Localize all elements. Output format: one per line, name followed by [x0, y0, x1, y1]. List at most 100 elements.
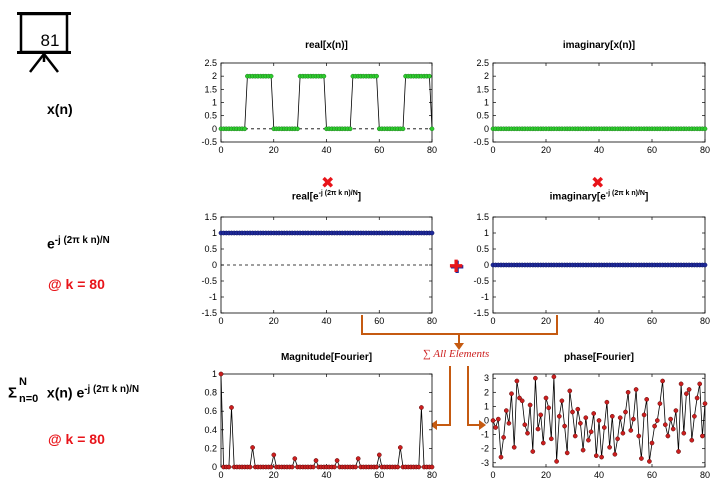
- x-tick-label: 80: [700, 316, 710, 326]
- data-point: [609, 413, 615, 419]
- data-point: [416, 464, 422, 470]
- data-point: [692, 413, 697, 419]
- y-tick-label: 2: [212, 71, 217, 81]
- x-tick-label: 40: [321, 470, 331, 480]
- data-point: [374, 464, 379, 470]
- y-tick-label: 1.5: [476, 84, 489, 94]
- data-point: [620, 430, 626, 436]
- x-tick-label: 80: [427, 145, 437, 155]
- data-point: [617, 415, 623, 421]
- data-point: [676, 449, 681, 454]
- data-point: [551, 374, 557, 380]
- x-tick-label: 80: [700, 470, 710, 480]
- data-point: [355, 456, 361, 461]
- data-point: [538, 412, 544, 418]
- data-point: [247, 464, 253, 470]
- data-point: [647, 459, 652, 464]
- axes-box: [220, 373, 433, 468]
- data-point: [347, 126, 353, 132]
- data-point: [429, 126, 435, 132]
- data-point: [218, 371, 224, 377]
- x-tick-label: 0: [490, 470, 495, 480]
- data-point: [395, 464, 401, 470]
- y-tick-label: -2: [481, 444, 489, 454]
- y-tick-label: -1.5: [201, 308, 217, 318]
- data-point: [498, 454, 504, 460]
- data-point: [633, 387, 639, 392]
- data-point: [572, 433, 578, 439]
- data-point: [588, 429, 594, 435]
- data-point: [665, 433, 671, 439]
- data-point: [501, 435, 506, 440]
- data-point: [511, 444, 517, 450]
- title-imag-kernel: imaginary[e-j (2π k n)/N]: [493, 190, 705, 202]
- data-point: [615, 436, 620, 442]
- data-point: [546, 405, 552, 411]
- data-point: [591, 411, 597, 416]
- data-point: [535, 426, 541, 432]
- x-tick-label: 60: [647, 470, 657, 480]
- multiply-icon-right: ✖: [591, 175, 605, 192]
- y-tick-label: 1: [212, 228, 217, 238]
- data-point: [684, 391, 689, 397]
- data-point: [678, 381, 684, 387]
- data-point: [271, 452, 277, 458]
- x-tick-label: 20: [269, 316, 279, 326]
- slide-number-badge: 81: [14, 10, 71, 73]
- data-point: [332, 464, 337, 470]
- data-point: [652, 423, 657, 429]
- plot-magnitude: 0 0.2 0.4 0.6 0.8 1 0 20 40 60 80: [204, 369, 437, 480]
- title-real-kernel-suffix: ]: [357, 191, 362, 203]
- data-point: [662, 422, 668, 428]
- y-tick-label: 1: [484, 228, 489, 238]
- data-point: [517, 395, 522, 401]
- data-point: [636, 433, 642, 439]
- data-point: [374, 73, 379, 79]
- y-tick-label: 0.5: [476, 244, 489, 254]
- title-real-x: real[x(n)]: [305, 40, 348, 51]
- data-point: [525, 430, 530, 436]
- sum-lower-limit: n=0: [19, 393, 39, 405]
- x-tick-label: 60: [647, 316, 657, 326]
- data-point: [593, 453, 599, 459]
- sum-upper-limit: N: [19, 376, 27, 388]
- data-point: [295, 126, 300, 132]
- x-tick-label: 20: [541, 145, 551, 155]
- plot-imag-kernel: -1.5 -1 -0.5 0 0.5 1 1.5 0 20 40 60 80: [473, 212, 710, 326]
- x-tick-label: 80: [427, 470, 437, 480]
- x-tick-label: 0: [218, 145, 223, 155]
- data-point: [292, 456, 298, 461]
- data-point: [623, 409, 628, 415]
- x-tick-label: 20: [541, 316, 551, 326]
- title-real-kernel-prefix: real[e: [291, 191, 319, 203]
- data-point: [242, 126, 248, 132]
- data-point: [625, 389, 631, 395]
- plot-real-x: -0.500.511.522.50 20 40 60 80: [201, 58, 437, 155]
- data-point: [607, 444, 612, 450]
- sum-all-elements-label: ∑ All Elements: [423, 348, 490, 360]
- title-real-kernel-exponent: -j (2π k n)/N: [318, 190, 358, 197]
- x-tick-label: 0: [218, 470, 223, 480]
- data-point: [429, 230, 435, 236]
- data-point: [694, 395, 700, 401]
- data-point: [583, 415, 589, 421]
- y-tick-label: 0.5: [476, 111, 489, 121]
- data-point: [229, 405, 234, 410]
- title-imag-kernel-prefix: imaginary[e: [549, 191, 606, 203]
- y-tick-label: 1.5: [476, 212, 489, 222]
- data-point: [250, 445, 255, 450]
- y-tick-label: 1: [212, 369, 217, 379]
- data-point: [644, 397, 650, 402]
- data-point: [503, 408, 509, 413]
- sum-body: x(n) e: [43, 384, 85, 401]
- y-tick-label: 0.8: [204, 388, 217, 398]
- data-point: [527, 402, 533, 408]
- data-point: [702, 126, 708, 132]
- y-tick-label: 0: [484, 124, 489, 134]
- data-point: [310, 464, 316, 470]
- slide-number: 81: [40, 31, 60, 50]
- data-point: [559, 398, 565, 404]
- data-point: [490, 418, 496, 423]
- presentation-screen-icon: [17, 12, 71, 73]
